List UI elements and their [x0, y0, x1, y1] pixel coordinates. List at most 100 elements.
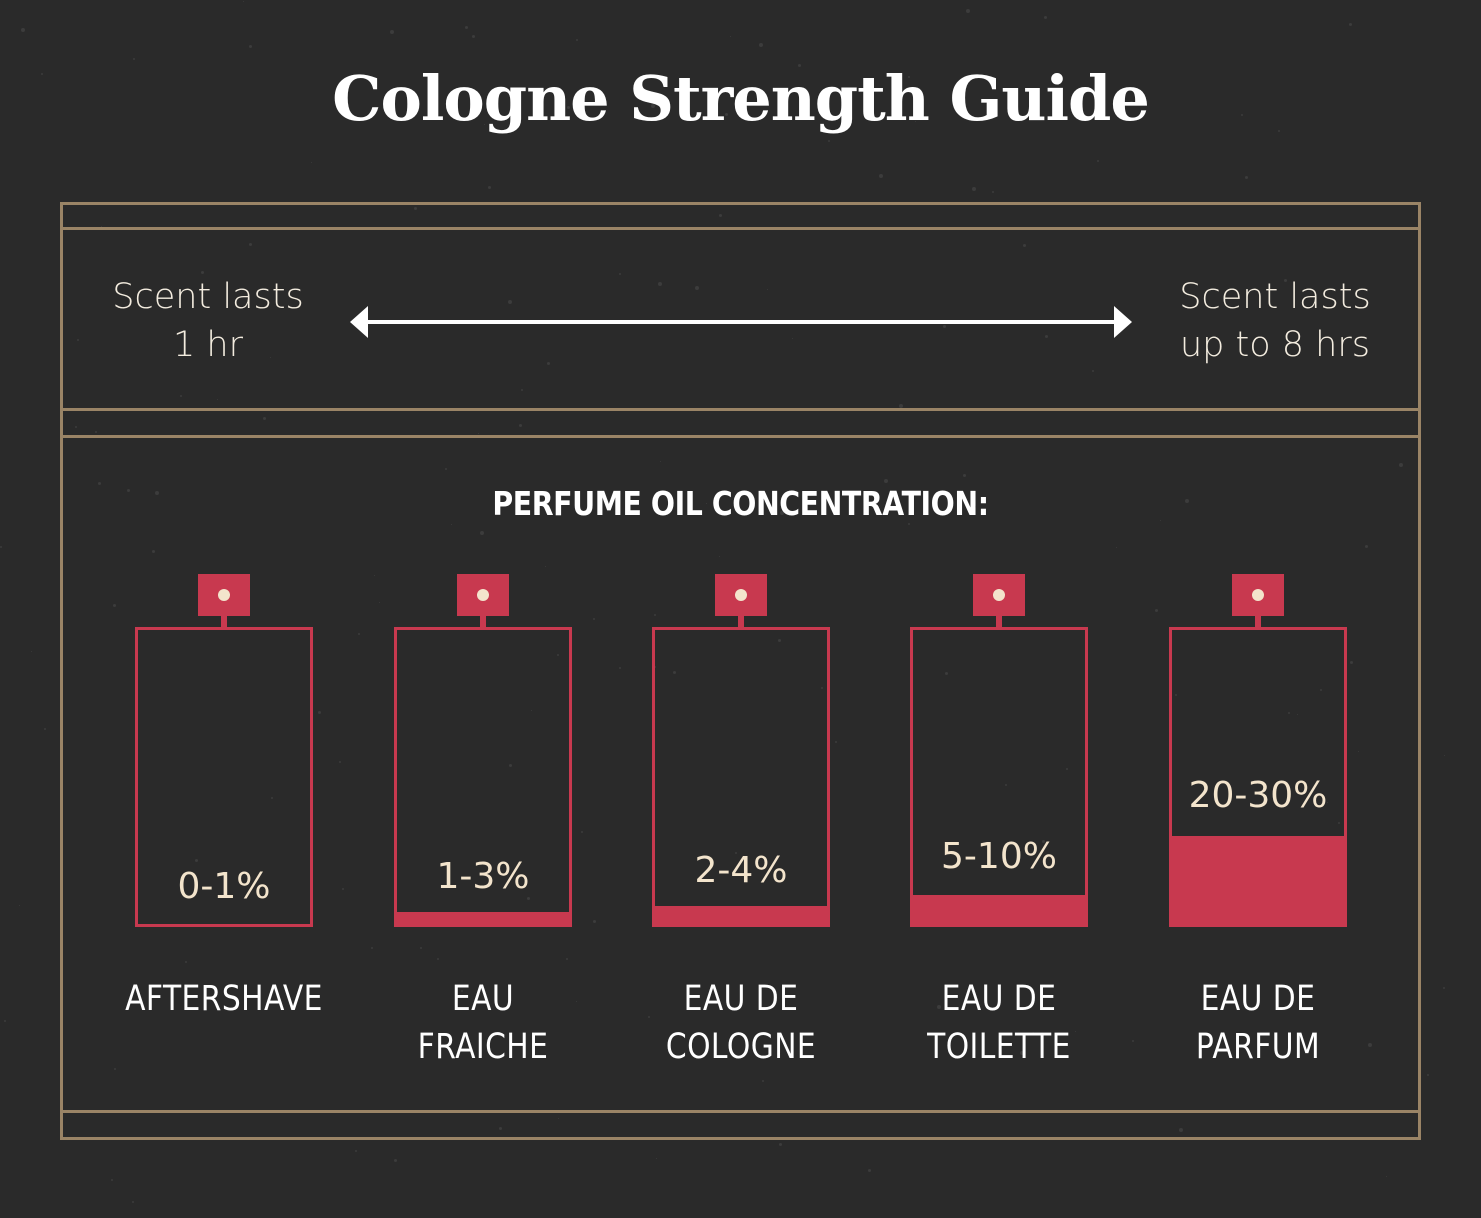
texture-speckle [114, 1068, 116, 1070]
texture-speckle [1297, 714, 1298, 715]
texture-speckle [1097, 160, 1099, 162]
texture-speckle [759, 43, 763, 47]
texture-speckle [465, 26, 468, 29]
bottle-name-line-1: EAU [451, 979, 515, 1019]
texture-speckle [217, 399, 218, 400]
bottle-name-line-2: COLOGNE [665, 1027, 817, 1067]
texture-speckle [21, 28, 25, 32]
texture-speckle [95, 431, 97, 433]
texture-speckle [1116, 547, 1117, 548]
texture-speckle [576, 1001, 577, 1002]
bottle-aftershave: 0-1% AFTERSHAVE [125, 0, 322, 1218]
texture-speckle [719, 214, 722, 217]
bottle-name-line-2: FRAICHE [417, 1027, 549, 1067]
cap-dot-icon [1252, 589, 1264, 601]
texture-speckle [966, 9, 970, 13]
texture-speckle [1175, 694, 1177, 696]
bottle-name: EAU DE PARFUM [1148, 975, 1367, 1071]
texture-speckle [445, 468, 447, 470]
bottle-cap [457, 574, 509, 616]
texture-speckle [1350, 661, 1353, 664]
bottle-body [135, 627, 313, 927]
texture-speckle [648, 1016, 650, 1018]
texture-speckle [943, 325, 946, 328]
texture-speckle [478, 433, 479, 434]
texture-speckle [414, 207, 417, 210]
scent-max-line-1: Scent lasts [1179, 277, 1371, 317]
texture-speckle [271, 797, 273, 799]
texture-speckle [1349, 23, 1352, 26]
texture-speckle [152, 550, 155, 553]
texture-speckle [461, 990, 463, 992]
bottle-name: EAU DE TOILETTE [889, 975, 1108, 1071]
bottle-name: EAU DE COLOGNE [631, 975, 850, 1071]
texture-speckle [379, 602, 380, 603]
texture-speckle [355, 1150, 357, 1152]
bottle-neck [996, 616, 1002, 628]
concentration-label: 2-4% [694, 850, 788, 891]
texture-speckle [155, 491, 159, 495]
bottle-cap [973, 574, 1025, 616]
bottle-body [1169, 627, 1347, 927]
frame-divider-lower-line [62, 435, 1421, 438]
texture-speckle [915, 121, 916, 122]
texture-speckle [249, 243, 252, 246]
bottle-name: AFTERSHAVE [114, 975, 333, 1023]
texture-speckle [619, 667, 621, 669]
frame-top-outer-line [62, 202, 1421, 205]
bottle-name-line-2: PARFUM [1195, 1027, 1321, 1067]
bottle-eau-fraiche: 1-3% EAU FRAICHE [394, 0, 572, 1218]
texture-speckle [101, 226, 102, 227]
scent-duration-max-label: Scent lasts up to 8 hrs [1150, 273, 1400, 369]
cap-dot-icon [993, 589, 1005, 601]
texture-speckle [527, 897, 530, 900]
texture-speckle [798, 64, 801, 67]
bottle-name-line-1: EAU DE [1200, 979, 1316, 1019]
texture-speckle [828, 140, 830, 142]
texture-speckle [908, 76, 910, 78]
texture-speckle [1367, 289, 1368, 290]
bottle-neck [221, 616, 227, 628]
texture-speckle [484, 124, 485, 125]
texture-speckle [593, 618, 595, 620]
scent-max-line-2: up to 8 hrs [1180, 325, 1370, 365]
texture-speckle [185, 961, 187, 963]
texture-speckle [249, 45, 252, 48]
frame-left-line [60, 202, 63, 1140]
bottle-name-line-1: AFTERSHAVE [125, 979, 323, 1019]
concentration-label: 20-30% [1188, 775, 1328, 816]
texture-speckle [545, 566, 546, 567]
texture-speckle [937, 1005, 941, 1009]
texture-speckle [566, 958, 568, 960]
texture-speckle [488, 186, 491, 189]
texture-speckle [472, 35, 475, 38]
texture-speckle [835, 741, 837, 743]
texture-speckle [593, 920, 596, 923]
texture-speckle [695, 286, 699, 290]
texture-speckle [521, 389, 523, 391]
texture-speckle [1368, 1043, 1372, 1047]
texture-speckle [75, 426, 77, 428]
texture-speckle [311, 162, 312, 163]
texture-speckle [1386, 1176, 1387, 1177]
texture-speckle [1044, 846, 1045, 847]
bottle-cap [1232, 574, 1284, 616]
texture-speckle [41, 73, 43, 75]
bottle-name: EAU FRAICHE [373, 975, 592, 1071]
texture-speckle [547, 362, 550, 365]
texture-speckle [1160, 520, 1161, 521]
texture-speckle [884, 479, 888, 483]
texture-speckle [270, 357, 271, 358]
texture-speckle [658, 282, 662, 286]
texture-speckle [767, 289, 768, 290]
texture-speckle [567, 106, 570, 109]
scent-min-line-2: 1 hr [173, 325, 243, 365]
bottle-eau-de-toilette: 5-10% EAU DE TOILETTE [910, 0, 1088, 1218]
frame-divider-upper-line [62, 408, 1421, 411]
texture-speckle [358, 633, 360, 635]
frame-bottom-outer-line [62, 1137, 1421, 1140]
texture-speckle [576, 39, 578, 41]
texture-speckle [133, 58, 135, 60]
bottle-eau-de-cologne: 2-4% EAU DE COLOGNE [652, 0, 830, 1218]
texture-speckle [762, 1080, 764, 1082]
